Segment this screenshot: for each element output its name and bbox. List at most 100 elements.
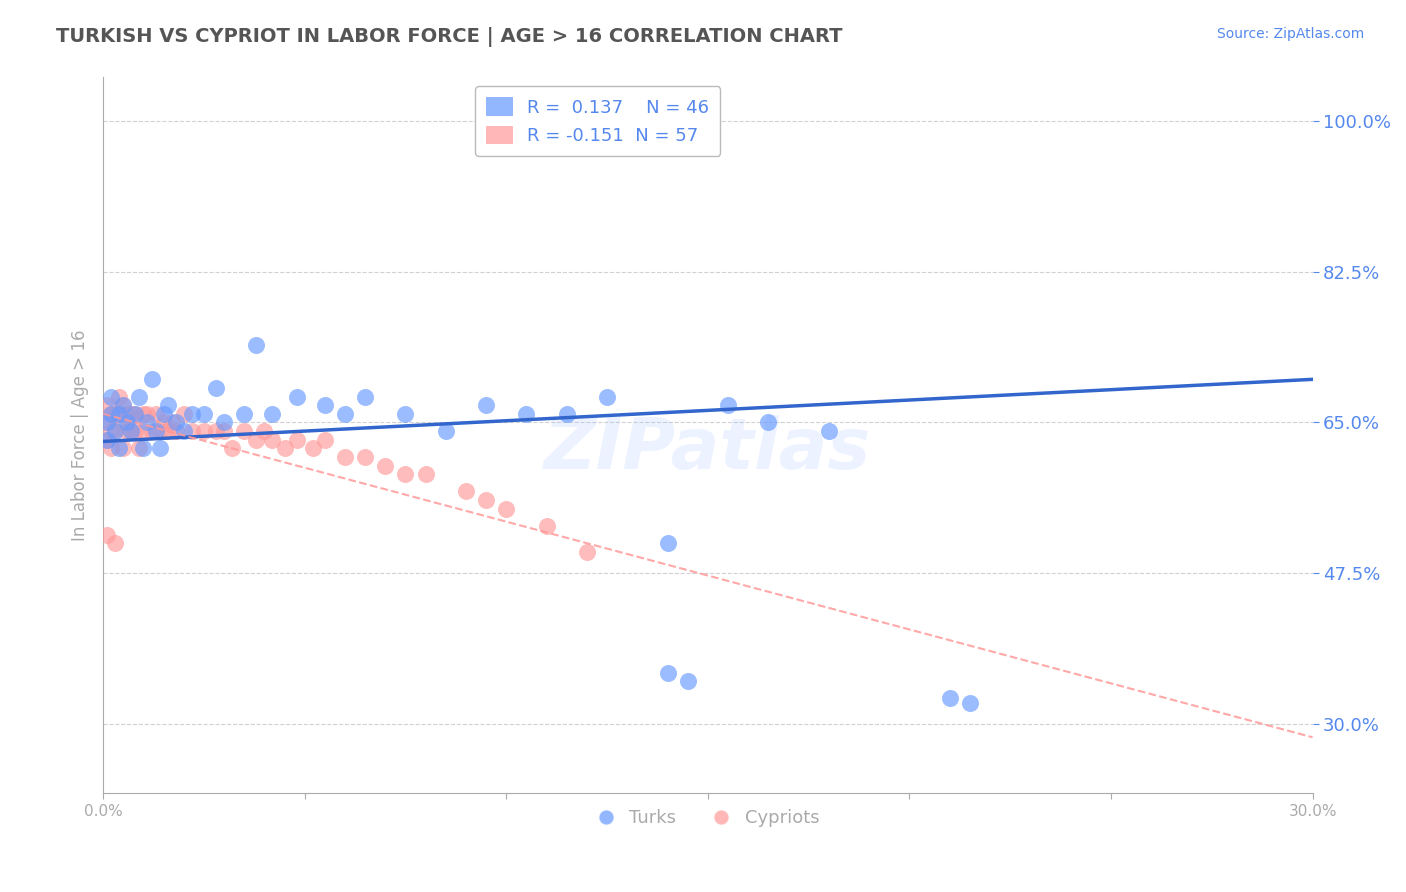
Point <box>555 407 578 421</box>
Point <box>354 390 377 404</box>
Point <box>96 433 118 447</box>
Point <box>132 424 155 438</box>
Point <box>676 674 699 689</box>
Point <box>117 407 139 421</box>
Point <box>173 424 195 438</box>
Point <box>180 424 202 438</box>
Point <box>285 433 308 447</box>
Point <box>104 536 127 550</box>
Point <box>148 424 170 438</box>
Point <box>165 424 187 438</box>
Point <box>100 442 122 456</box>
Point <box>117 416 139 430</box>
Point <box>314 398 336 412</box>
Text: ZIPatlas: ZIPatlas <box>544 415 872 484</box>
Text: TURKISH VS CYPRIOT IN LABOR FORCE | AGE > 16 CORRELATION CHART: TURKISH VS CYPRIOT IN LABOR FORCE | AGE … <box>56 27 842 46</box>
Point <box>160 416 183 430</box>
Point <box>100 407 122 421</box>
Point <box>434 424 457 438</box>
Point <box>193 407 215 421</box>
Point <box>475 493 498 508</box>
Point <box>475 398 498 412</box>
Point <box>108 407 131 421</box>
Point <box>756 416 779 430</box>
Point <box>245 338 267 352</box>
Point <box>100 407 122 421</box>
Point <box>112 398 135 412</box>
Point <box>221 442 243 456</box>
Point <box>104 424 127 438</box>
Point <box>374 458 396 473</box>
Point <box>165 416 187 430</box>
Point <box>180 407 202 421</box>
Point <box>152 407 174 421</box>
Point <box>354 450 377 464</box>
Point <box>145 407 167 421</box>
Point <box>515 407 537 421</box>
Point <box>100 424 122 438</box>
Point <box>96 433 118 447</box>
Point <box>233 407 256 421</box>
Point <box>273 442 295 456</box>
Point <box>454 484 477 499</box>
Legend: Turks, Cypriots: Turks, Cypriots <box>589 802 827 834</box>
Point <box>657 665 679 680</box>
Point <box>253 424 276 438</box>
Point <box>120 424 142 438</box>
Point <box>212 416 235 430</box>
Point <box>959 696 981 710</box>
Point <box>124 407 146 421</box>
Point <box>173 407 195 421</box>
Point <box>124 424 146 438</box>
Point <box>596 390 619 404</box>
Point <box>314 433 336 447</box>
Point <box>657 536 679 550</box>
Point <box>262 433 284 447</box>
Point <box>112 442 135 456</box>
Point <box>132 407 155 421</box>
Point <box>285 390 308 404</box>
Point <box>132 442 155 456</box>
Point <box>333 407 356 421</box>
Point <box>148 442 170 456</box>
Point <box>495 501 517 516</box>
Point <box>128 442 150 456</box>
Point <box>301 442 323 456</box>
Point <box>128 390 150 404</box>
Point <box>136 407 159 421</box>
Point <box>108 407 131 421</box>
Point <box>141 424 163 438</box>
Point <box>938 691 960 706</box>
Point <box>245 433 267 447</box>
Point <box>156 398 179 412</box>
Point <box>108 390 131 404</box>
Point <box>117 424 139 438</box>
Point <box>96 527 118 541</box>
Point <box>394 407 416 421</box>
Point <box>141 372 163 386</box>
Point <box>262 407 284 421</box>
Point <box>112 398 135 412</box>
Point <box>96 416 118 430</box>
Point <box>205 381 228 395</box>
Point <box>108 442 131 456</box>
Point <box>124 407 146 421</box>
Point <box>120 407 142 421</box>
Point <box>536 519 558 533</box>
Point <box>120 424 142 438</box>
Point <box>96 398 118 412</box>
Point <box>152 416 174 430</box>
Point <box>817 424 839 438</box>
Point <box>104 424 127 438</box>
Text: Source: ZipAtlas.com: Source: ZipAtlas.com <box>1216 27 1364 41</box>
Point <box>104 407 127 421</box>
Point <box>156 424 179 438</box>
Point <box>145 424 167 438</box>
Point <box>100 390 122 404</box>
Point <box>233 424 256 438</box>
Point <box>112 416 135 430</box>
Point <box>193 424 215 438</box>
Point <box>717 398 740 412</box>
Point <box>394 467 416 482</box>
Point <box>415 467 437 482</box>
